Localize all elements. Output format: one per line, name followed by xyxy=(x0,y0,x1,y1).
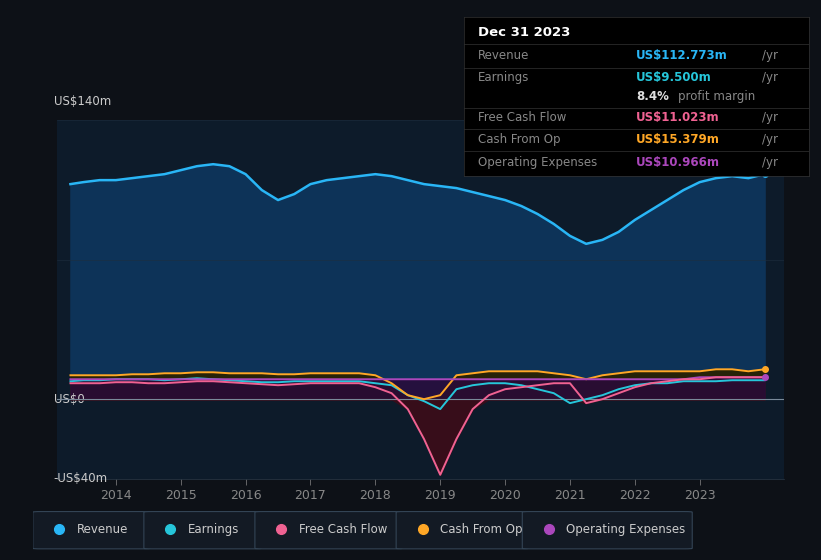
Text: Earnings: Earnings xyxy=(478,71,529,84)
Text: 8.4%: 8.4% xyxy=(636,90,669,103)
Text: /yr: /yr xyxy=(762,71,778,84)
Text: /yr: /yr xyxy=(762,156,778,169)
Text: Cash From Op: Cash From Op xyxy=(478,133,560,146)
Text: -US$40m: -US$40m xyxy=(54,472,108,486)
Text: Revenue: Revenue xyxy=(76,522,128,536)
Text: profit margin: profit margin xyxy=(677,90,754,103)
Text: Cash From Op: Cash From Op xyxy=(440,522,522,536)
Text: /yr: /yr xyxy=(762,111,778,124)
Text: US$9.500m: US$9.500m xyxy=(636,71,712,84)
FancyBboxPatch shape xyxy=(33,512,150,549)
FancyBboxPatch shape xyxy=(522,512,692,549)
Text: Free Cash Flow: Free Cash Flow xyxy=(299,522,387,536)
Text: US$0: US$0 xyxy=(54,393,85,405)
Text: US$10.966m: US$10.966m xyxy=(636,156,720,169)
FancyBboxPatch shape xyxy=(397,512,529,549)
Text: Dec 31 2023: Dec 31 2023 xyxy=(478,26,570,39)
Text: Operating Expenses: Operating Expenses xyxy=(566,522,686,536)
Text: US$15.379m: US$15.379m xyxy=(636,133,720,146)
Text: /yr: /yr xyxy=(762,133,778,146)
Text: US$140m: US$140m xyxy=(54,95,111,108)
FancyBboxPatch shape xyxy=(144,512,261,549)
Text: Free Cash Flow: Free Cash Flow xyxy=(478,111,566,124)
Text: US$11.023m: US$11.023m xyxy=(636,111,720,124)
Text: Earnings: Earnings xyxy=(188,522,239,536)
Text: /yr: /yr xyxy=(762,49,778,62)
Text: US$112.773m: US$112.773m xyxy=(636,49,728,62)
Text: Revenue: Revenue xyxy=(478,49,529,62)
Text: Operating Expenses: Operating Expenses xyxy=(478,156,597,169)
FancyBboxPatch shape xyxy=(255,512,402,549)
